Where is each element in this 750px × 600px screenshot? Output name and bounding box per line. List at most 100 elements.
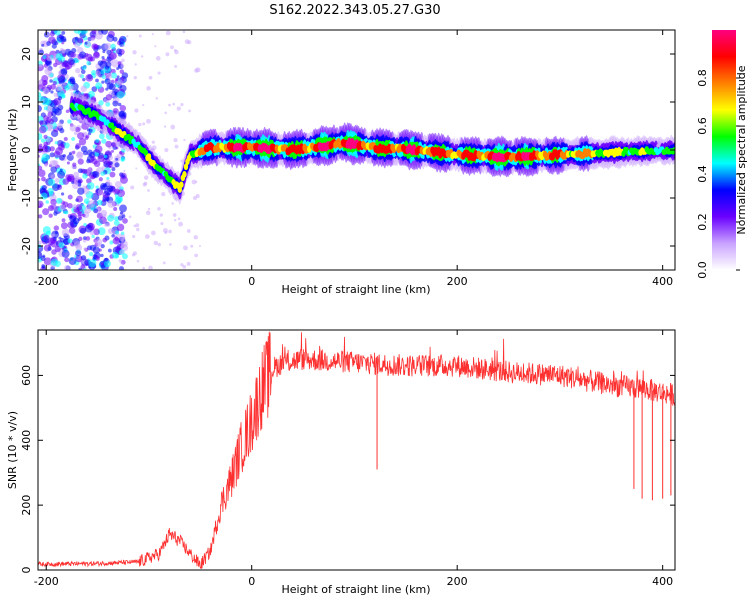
spectrogram-noise-speck [118, 259, 122, 263]
spectrogram-noise-speck [38, 169, 46, 178]
spectrogram-noise-speck [100, 209, 108, 217]
spectrogram-noise-speck [42, 226, 51, 235]
spectrogram-noise-speck [93, 51, 100, 58]
spectrogram-noise-speck [101, 30, 108, 35]
spectrogram-noise-speck [56, 34, 65, 42]
colorbar-gradient [712, 30, 736, 270]
spectrogram-noise-speck [104, 260, 111, 268]
spectrogram-noise-speck [95, 185, 99, 189]
spectrogram-noise-speck [80, 264, 86, 269]
spectrogram-noise-speck [68, 85, 74, 91]
spectrogram-noise-speck [142, 104, 145, 107]
spectrogram-noise-speck [174, 144, 179, 149]
spectrogram-noise-speck [41, 176, 46, 182]
spectrogram-noise-speck [38, 125, 47, 134]
spectrogram-noise-speck [92, 171, 100, 179]
spectrogram-noise-speck [59, 168, 63, 172]
spectrogram-noise-speck [182, 30, 186, 34]
snr-x-tick-label: 400 [652, 575, 673, 588]
spectrogram-noise-speck [77, 168, 83, 174]
spectrogram-noise-speck [111, 59, 120, 68]
spectrogram-noise-speck [112, 100, 119, 107]
spectrogram-noise-speck [75, 204, 83, 211]
spectrogram-noise-speck [54, 30, 61, 36]
spectrogram-noise-speck [180, 103, 184, 107]
spectrogram-noise-speck [77, 187, 85, 195]
spectrogram-noise-speck [115, 245, 121, 252]
spectrogram-noise-speck [69, 124, 77, 132]
spectrogram-noise-speck [116, 223, 125, 232]
spectrogram-noise-speck [51, 183, 60, 192]
spectrogram-noise-speck [136, 227, 140, 232]
spectrogram-noise-speck [55, 49, 60, 55]
spectrogram-x-tick-label: 200 [447, 275, 468, 288]
spectrogram-noise-speck [42, 55, 47, 59]
spectrogram-noise-speck [100, 171, 106, 176]
spectrogram-noise-speck [80, 30, 88, 35]
spectrogram-noise-speck [62, 154, 66, 158]
spectrogram-noise-speck [42, 87, 50, 95]
spectrogram-noise-speck [159, 213, 163, 217]
spectrogram-noise-speck [55, 53, 63, 61]
spectrogram-noise-speck [97, 60, 104, 66]
spectrogram-noise-speck [170, 124, 176, 130]
spectrogram-noise-speck [91, 30, 97, 35]
spectrogram-noise-speck [113, 216, 119, 222]
spectrogram-noise-speck [71, 137, 76, 141]
spectrogram-noise-speck [195, 180, 198, 183]
spectrogram-noise-speck [43, 257, 52, 266]
spectrogram-noise-speck [60, 68, 68, 75]
spectrogram-noise-speck [154, 45, 157, 48]
spectrogram-noise-speck [86, 60, 92, 66]
spectrogram-noise-speck [67, 238, 73, 244]
spectrogram-noise-speck [102, 237, 108, 243]
spectrogram-noise-speck [91, 158, 98, 165]
spectrogram-y-tick-label: 10 [20, 95, 33, 109]
spectrogram-noise-speck [114, 162, 120, 168]
spectrogram-noise-speck [82, 173, 88, 179]
spectrogram-noise-speck [119, 211, 123, 215]
spectrogram-noise-speck [95, 256, 100, 261]
spectrogram-noise-speck [94, 145, 103, 153]
spectrogram-x-tick-label: 0 [248, 275, 255, 288]
snr-y-tick-label: 400 [20, 430, 33, 451]
spectrogram-noise-speck [177, 217, 181, 221]
spectrogram-noise-speck [52, 160, 59, 166]
spectrogram-noise-speck [72, 162, 77, 167]
spectrogram-noise-speck [118, 52, 123, 57]
spectrogram-noise-speck [64, 264, 71, 270]
spectrogram-noise-speck [127, 122, 130, 125]
snr-frame [37, 329, 676, 571]
spectrogram-noise-speck [43, 134, 48, 140]
spectrogram-noise-speck [38, 177, 41, 182]
spectrogram-noise-speck [75, 255, 83, 263]
spectrogram-noise-speck [56, 197, 63, 204]
spectrogram-noise-speck [98, 177, 103, 182]
spectrogram-noise-speck [50, 198, 57, 206]
spectrogram-noise-speck [122, 218, 128, 224]
spectrogram-noise-speck [136, 260, 140, 263]
spectrogram-noise-speck [76, 151, 83, 158]
spectrogram-noise-speck [108, 83, 116, 91]
spectrogram-noise-speck [148, 265, 153, 270]
spectrogram-noise-speck [104, 42, 112, 50]
spectrogram-noise-speck [47, 237, 56, 245]
spectrogram-noise-speck [142, 266, 146, 270]
spectrogram-noise-speck [100, 262, 104, 266]
spectrogram-noise-speck [163, 125, 167, 128]
spectrogram-noise-speck [61, 31, 66, 35]
spectrogram-noise-speck [110, 72, 118, 79]
spectrogram-noise-speck [199, 244, 202, 247]
spectrogram-noise-speck [41, 264, 46, 268]
spectrogram-noise-speck [59, 204, 66, 211]
spectrogram-noise-speck [54, 230, 59, 235]
colorbar-tick-label: 0.2 [696, 213, 709, 231]
spectrogram-noise-speck [107, 248, 112, 253]
spectrogram-noise-speck [38, 120, 44, 125]
spectrogram-noise-speck [86, 128, 91, 132]
spectrogram-noise-speck [82, 239, 87, 243]
spectrogram-noise-speck [75, 143, 81, 149]
spectrogram-noise-speck [121, 58, 125, 63]
spectrogram-noise-speck [113, 206, 118, 212]
